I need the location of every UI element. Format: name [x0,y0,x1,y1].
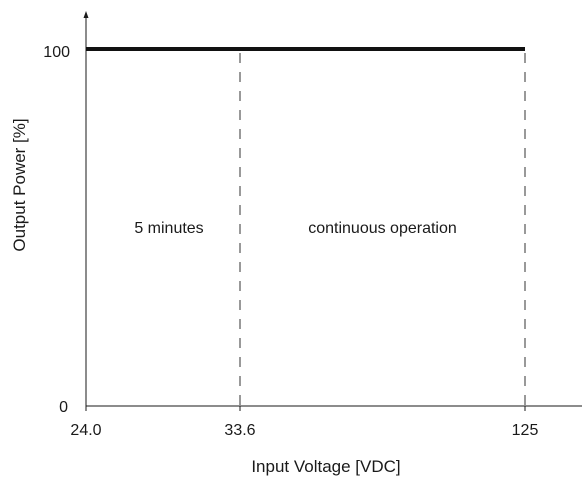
x-axis-title: Input Voltage [VDC] [251,457,400,476]
x-tick-label-24: 24.0 [70,422,101,439]
region-label-continuous-operation: continuous operation [308,220,457,237]
y-axis-title: Output Power [%] [10,118,29,251]
y-axis-arrow [83,11,89,18]
x-tick-label-125: 125 [512,422,539,439]
y-tick-label-0: 0 [59,399,68,416]
y-tick-label-100: 100 [43,44,70,61]
region-label-5-minutes: 5 minutes [134,220,203,237]
x-tick-label-33-6: 33.6 [224,422,255,439]
